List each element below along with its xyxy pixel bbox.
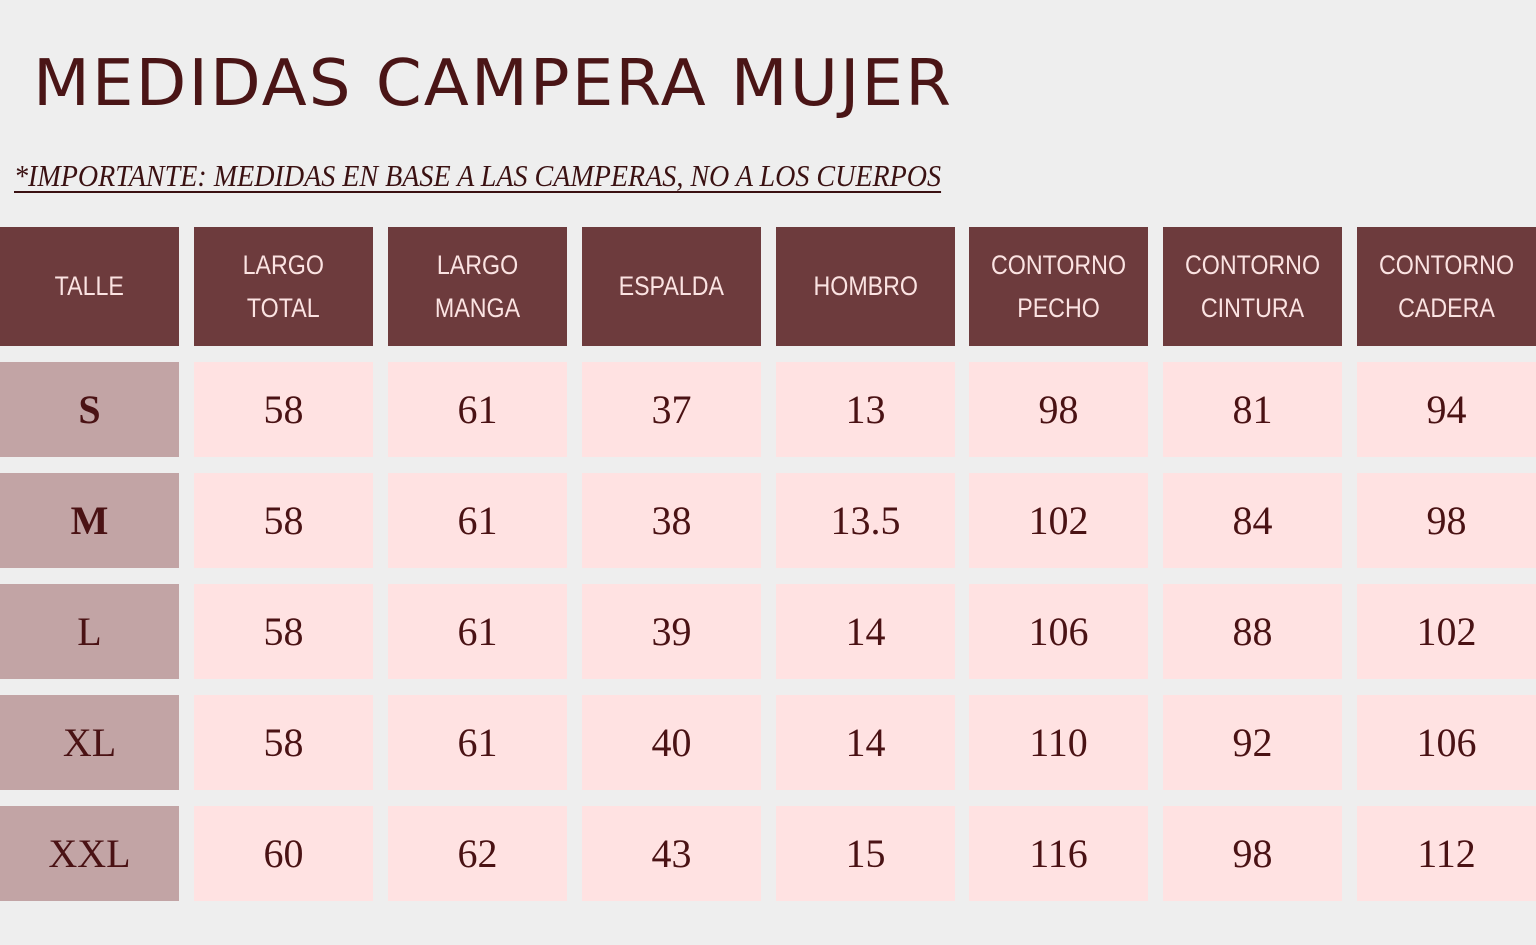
measurement-cell: 116	[969, 806, 1148, 901]
measurement-cell: 81	[1163, 362, 1342, 457]
header-largo-total: LARGO TOTAL	[194, 227, 373, 346]
measurement-cell: 60	[194, 806, 373, 901]
size-label-s: S	[0, 362, 179, 457]
measurement-cell: 98	[1357, 473, 1536, 568]
measurement-cell: 106	[969, 584, 1148, 679]
page-title: MEDIDAS CAMPERA MUJER	[33, 47, 954, 121]
measurement-cell: 61	[388, 362, 567, 457]
size-label-xl: XL	[0, 695, 179, 790]
header-contorno-cintura: CONTORNO CINTURA	[1163, 227, 1342, 346]
measurement-cell: 110	[969, 695, 1148, 790]
measurement-cell: 15	[776, 806, 955, 901]
measurement-cell: 102	[1357, 584, 1536, 679]
measurement-cell: 84	[1163, 473, 1342, 568]
measurement-cell: 98	[969, 362, 1148, 457]
header-label: CONTORNO PECHO	[990, 249, 1127, 323]
measurement-cell: 38	[582, 473, 761, 568]
header-talle: TALLE	[0, 227, 179, 346]
measurement-cell: 92	[1163, 695, 1342, 790]
measurement-cell: 58	[194, 473, 373, 568]
header-label: TALLE	[54, 271, 125, 301]
header-hombro: HOMBRO	[776, 227, 955, 346]
size-label-xxl: XXL	[0, 806, 179, 901]
measurement-cell: 98	[1163, 806, 1342, 901]
measurement-cell: 13.5	[776, 473, 955, 568]
header-contorno-pecho: CONTORNO PECHO	[969, 227, 1148, 346]
measurement-cell: 88	[1163, 584, 1342, 679]
header-label: CONTORNO CINTURA	[1184, 249, 1321, 323]
size-label-l: L	[0, 584, 179, 679]
measurement-cell: 39	[582, 584, 761, 679]
size-label-m: M	[0, 473, 179, 568]
important-note: *IMPORTANTE: MEDIDAS EN BASE A LAS CAMPE…	[14, 158, 942, 193]
header-label: LARGO MANGA	[434, 249, 521, 323]
header-label: LARGO TOTAL	[242, 249, 325, 323]
header-label: HOMBRO	[813, 271, 918, 301]
measurement-cell: 61	[388, 584, 567, 679]
measurement-cell: 43	[582, 806, 761, 901]
measurement-cell: 106	[1357, 695, 1536, 790]
measurement-cell: 40	[582, 695, 761, 790]
measurement-cell: 94	[1357, 362, 1536, 457]
measurement-cell: 112	[1357, 806, 1536, 901]
measurement-cell: 13	[776, 362, 955, 457]
header-largo-manga: LARGO MANGA	[388, 227, 567, 346]
header-label: CONTORNO CADERA	[1378, 249, 1515, 323]
measurement-cell: 62	[388, 806, 567, 901]
measurement-cell: 58	[194, 695, 373, 790]
measurement-cell: 37	[582, 362, 761, 457]
header-contorno-cadera: CONTORNO CADERA	[1357, 227, 1536, 346]
measurement-cell: 61	[388, 695, 567, 790]
measurement-cell: 58	[194, 584, 373, 679]
measurement-cell: 102	[969, 473, 1148, 568]
header-label: ESPALDA	[618, 271, 725, 301]
measurement-cell: 14	[776, 695, 955, 790]
measurement-cell: 61	[388, 473, 567, 568]
measurement-cell: 14	[776, 584, 955, 679]
header-espalda: ESPALDA	[582, 227, 761, 346]
measurement-cell: 58	[194, 362, 373, 457]
